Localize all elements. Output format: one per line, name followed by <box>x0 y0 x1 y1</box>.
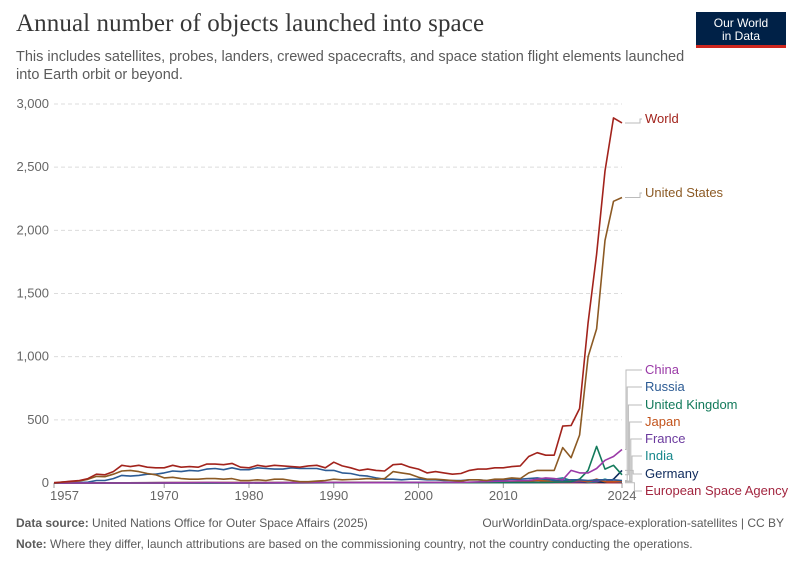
series-label-united-states: United States <box>645 185 724 200</box>
y-tick-label: 2,500 <box>16 159 49 174</box>
y-tick-label: 500 <box>27 412 49 427</box>
footer-note: Note: Where they differ, launch attribut… <box>16 537 784 551</box>
series-label-india: India <box>645 448 674 463</box>
y-tick-label: 2,000 <box>16 222 49 237</box>
note-text: Where they differ, launch attributions a… <box>50 537 693 551</box>
chart-title: Annual number of objects launched into s… <box>16 10 485 37</box>
series-line-china <box>54 448 623 484</box>
label-connector <box>625 404 642 476</box>
x-tick-label: 1957 <box>50 488 79 503</box>
series-label-germany: Germany <box>645 466 699 481</box>
series-label-european-space-agency: European Space Agency <box>645 483 789 498</box>
series-label-united-kingdom: United Kingdom <box>645 397 738 412</box>
label-connector <box>625 482 642 492</box>
series-line-united-states <box>53 196 623 484</box>
label-connector <box>625 369 642 451</box>
series-label-russia: Russia <box>645 379 686 394</box>
logo-line-2: in Data <box>721 29 761 43</box>
label-connector <box>625 469 642 475</box>
label-connector <box>625 455 642 483</box>
x-tick-label: 1970 <box>150 488 179 503</box>
y-tick-label: 3,000 <box>16 96 49 111</box>
logo-line-1: Our World <box>713 16 769 30</box>
footer-source: Data source: United Nations Office for O… <box>16 516 784 530</box>
label-connector <box>625 438 642 482</box>
series-label-japan: Japan <box>645 414 680 429</box>
x-tick-label: 2000 <box>404 488 433 503</box>
source-url-link[interactable]: OurWorldinData.org/space-exploration-sat… <box>482 516 784 530</box>
chart-subtitle: This includes satellites, probes, lander… <box>16 49 685 83</box>
x-tick-label: 2010 <box>489 488 518 503</box>
x-tick-label: 1990 <box>319 488 348 503</box>
series-label-world: World <box>645 111 679 126</box>
x-tick-label: 1980 <box>235 488 264 503</box>
line-chart: 0 500 1,000 1,500 2,000 2,500 3,000 1957 1970 198… <box>16 96 789 503</box>
label-connector <box>625 118 642 124</box>
y-tick-label: 0 <box>42 475 49 490</box>
y-tick-label: 1,000 <box>16 349 49 364</box>
source-text: United Nations Office for Outer Space Af… <box>92 516 368 530</box>
note-label: Note: <box>16 537 47 551</box>
series-label-china: China <box>645 362 680 377</box>
series-label-france: France <box>645 431 685 446</box>
x-tick-label: 2024 <box>608 488 637 503</box>
y-tick-label: 1,500 <box>16 286 49 301</box>
label-connector <box>625 192 642 198</box>
source-label: Data source: <box>16 516 89 530</box>
owid-logo[interactable]: Our World in Data <box>696 12 786 48</box>
series-line-world <box>53 117 623 484</box>
label-connector <box>625 386 642 481</box>
logo-accent-bar <box>696 45 786 48</box>
